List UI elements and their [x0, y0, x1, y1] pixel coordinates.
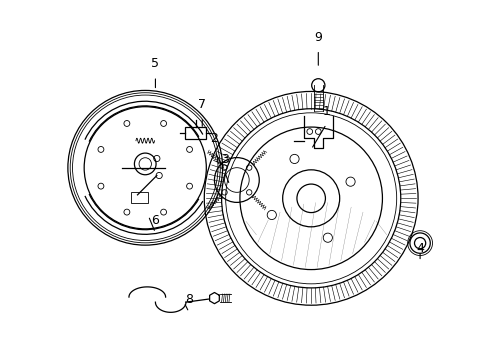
Bar: [131, 192, 148, 203]
Bar: [185, 127, 205, 139]
Text: 4: 4: [415, 242, 423, 255]
Text: 9: 9: [314, 31, 322, 44]
Text: 5: 5: [151, 57, 159, 70]
Text: 7: 7: [198, 98, 206, 111]
Text: 8: 8: [184, 293, 193, 306]
Text: 1: 1: [322, 105, 330, 118]
Text: 3: 3: [220, 153, 228, 166]
Text: 6: 6: [151, 214, 159, 227]
Text: 2: 2: [210, 132, 218, 145]
